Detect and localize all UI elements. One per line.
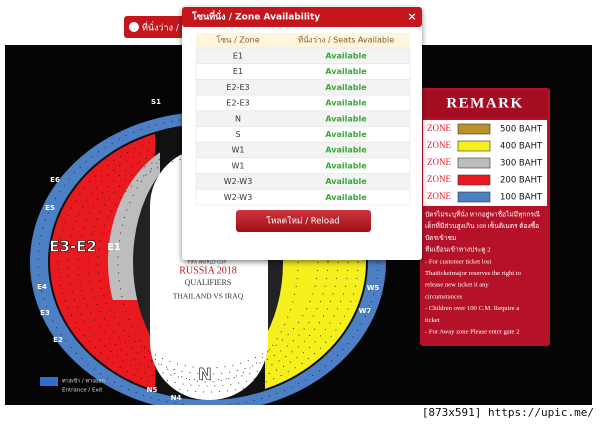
- logo-line: THAILAND VS IRAQ: [173, 292, 244, 301]
- section-label: N: [198, 365, 211, 384]
- remark-note: - Children over 100 C.M. Require a: [425, 305, 519, 312]
- price-label: 200 BAHT: [500, 176, 543, 186]
- table-row: [195, 157, 411, 174]
- table-row: [195, 63, 411, 80]
- section-label: E3: [40, 309, 50, 317]
- price-label: 100 BAHT: [500, 193, 543, 203]
- modal-header: [182, 7, 422, 27]
- availability-cell: Available: [325, 161, 367, 170]
- price-swatch: [457, 123, 491, 135]
- remark-note: Thaiticketmajor reserves the right to: [425, 270, 522, 277]
- logo-line: FIFA WORLD CUP: [188, 260, 227, 266]
- table-row: [195, 110, 411, 127]
- logo-line: QUALIFIERS: [185, 278, 232, 287]
- remark-note: - For Away zone Please enter gate 2: [425, 329, 519, 336]
- section-label: E1: [107, 242, 121, 253]
- zone-cell: N: [235, 114, 241, 123]
- section-label: W7: [359, 307, 372, 315]
- zone-label: ZONE: [427, 123, 451, 133]
- table-header: [196, 33, 410, 48]
- modal: โซนที่นั่ง / Zone Availability × โซน / Z…: [182, 7, 422, 260]
- price-swatch: [457, 140, 491, 152]
- zone-label: ZONE: [427, 157, 451, 167]
- table-row: [195, 141, 411, 159]
- section-label: E6: [50, 176, 60, 184]
- availability-cell: Available: [325, 177, 367, 186]
- top-button[interactable]: [124, 16, 196, 38]
- zone-cell: E2-E3: [226, 83, 249, 92]
- column-header: ที่นั่งว่าง / Seats Available: [298, 34, 394, 45]
- close-button[interactable]: ×: [407, 10, 416, 23]
- section-label: E5: [45, 204, 55, 212]
- section-label: N5: [147, 386, 158, 394]
- table-row: [195, 126, 411, 143]
- table-row: [195, 47, 411, 64]
- zone-cell: E2-E3: [226, 99, 249, 108]
- remark-note: release new ticket it any: [425, 282, 489, 289]
- remark-note: บัตรไม่ระบุที่นั่ง หากอยู่พาชื่อไม่มีทุก…: [425, 210, 540, 219]
- top-button-label: ที่นั่งว่าง /: [142, 21, 180, 34]
- remark-title: REMARK: [446, 95, 523, 111]
- zone-cell: S: [235, 130, 240, 139]
- remark-note: เด็กที่มีส่วนสูงเกิน 100 เซ็นติเมตร ต้อง…: [425, 221, 539, 230]
- price-swatch: [457, 174, 491, 186]
- zone-label: ZONE: [427, 140, 451, 150]
- availability-cell: Available: [325, 114, 367, 123]
- remark-note: ticket: [425, 317, 440, 324]
- price-label: 500 BAHT: [500, 125, 543, 135]
- table-row: [195, 189, 411, 206]
- column-header: โซน / Zone: [216, 35, 259, 45]
- legend-label: Entrance / Exit: [62, 388, 103, 394]
- modal-title: โซนที่นั่ง / Zone Availability: [191, 10, 320, 23]
- availability-cell: Available: [325, 193, 367, 202]
- reload-button[interactable]: [236, 210, 371, 232]
- zone-cell: W1: [232, 146, 245, 155]
- remark-note: บัตรเข้าชม: [425, 234, 456, 242]
- availability-cell: Available: [325, 52, 367, 61]
- legend-label: ทางเข้า / ทางออก: [62, 378, 105, 385]
- zone-cell: W2-W3: [224, 193, 253, 202]
- availability-cell: Available: [325, 146, 367, 155]
- zone-cell: W1: [232, 161, 245, 170]
- price-swatch: [457, 191, 491, 203]
- reload-label[interactable]: โหลดใหม่ / Reload: [266, 216, 339, 227]
- stadium-drawing: [30, 112, 386, 405]
- availability-cell: Available: [325, 130, 367, 139]
- remark-note: ทีมเยือนเข้าทางประตู 2: [425, 246, 491, 254]
- zone-label: ZONE: [427, 174, 451, 184]
- zone-cell: W2-W3: [224, 177, 253, 186]
- watermark: [873x591] https://upic.me/: [422, 406, 594, 419]
- zone-label: ZONE: [427, 191, 451, 201]
- zone-cell: E1: [233, 52, 243, 61]
- remark-header: [422, 90, 548, 118]
- remark-note: - For customer ticket lost: [425, 258, 491, 265]
- price-swatch: [457, 157, 491, 169]
- zone-cell: E1: [233, 67, 243, 76]
- remark-panel: REMARK ZONE 500 BAHT ZONE 400 BAHT ZONE 300 B…: [420, 88, 550, 346]
- availability-cell: Available: [325, 83, 367, 92]
- remark-note: circumstances: [425, 293, 463, 300]
- info-icon: [129, 22, 139, 32]
- section-label: E2: [53, 336, 63, 344]
- section-label: E4: [37, 283, 47, 291]
- availability-cell: Available: [325, 99, 367, 108]
- section-label: E3-E2: [49, 238, 97, 256]
- price-label: 300 BAHT: [500, 159, 543, 169]
- legend-swatch: [40, 377, 58, 386]
- availability-cell: Available: [325, 67, 367, 76]
- section-label: S1: [151, 98, 161, 106]
- price-label: 400 BAHT: [500, 142, 543, 152]
- section-label: W5: [367, 284, 380, 292]
- section-label: N4: [171, 394, 182, 402]
- logo-line: RUSSIA 2018: [179, 265, 237, 276]
